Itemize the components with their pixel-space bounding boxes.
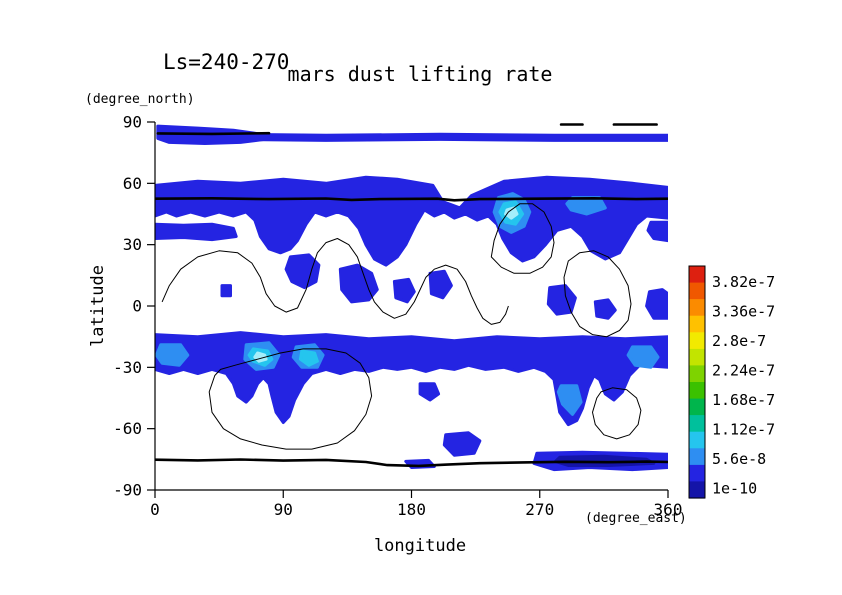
y-tick-label: -60 [113,419,142,438]
map-region-midlat-blob-1 [284,253,321,290]
colorbar-label: 2.24e-7 [712,362,775,380]
y-tick-label: 90 [123,113,142,132]
colorbar-border [688,265,706,499]
colorbar-segment [689,481,705,499]
map-region-south-core-west [155,343,190,367]
y-tick-label: 60 [123,174,142,193]
colorbar-segment [689,464,705,483]
map-region-north-lower-strip-west [155,222,238,242]
thin-contour-line-3 [208,348,373,450]
colorbar-segment [689,299,705,317]
map-region-midlat-blob-3 [392,277,416,304]
colorbar-label: 1.12e-7 [712,421,775,439]
y-axis-title: latitude [88,265,108,347]
x-axis-unit-label: (degree_east) [585,511,687,526]
plot-title: mars dust lifting rate [287,62,553,86]
map-region-midlat-blob-5 [546,284,577,316]
colorbar-segment [689,282,705,300]
x-tick-label: 90 [274,500,293,519]
y-tick-label: 30 [123,235,142,254]
thick-contour-line-0 [155,197,668,202]
colorbar-segment [689,398,705,416]
colorbar-segment [689,315,705,333]
colorbar-label: 1.68e-7 [712,391,775,409]
colorbar-segment [689,332,705,350]
map-region-south-isolated-2 [418,382,441,402]
colorbar-segment [689,382,705,400]
ls-range-annotation: Ls=240-270 [163,50,290,74]
x-tick-label: 270 [525,500,554,519]
x-tick-label: 180 [397,500,426,519]
map-region-south-core-2-mid [298,349,319,367]
thin-contour-line-0 [161,238,509,325]
thin-contour-line-4 [592,387,642,440]
x-tick-label: 360 [654,500,683,519]
map-region-midlat-blob-8 [220,284,232,298]
map-region-midlat-blob-2 [338,263,379,304]
colorbar-segment [689,266,705,284]
map-region-south-isolated-1 [442,431,482,457]
map-region-midlat-blob-7 [645,288,668,320]
colorbar-segment [689,348,705,367]
map-region-midlat-blob-6 [593,298,617,320]
y-tick-label: -90 [113,481,142,500]
map-region-north-lower-strip-east [646,220,668,243]
colorbar-label: 3.36e-7 [712,303,775,321]
map-region-midlat-blob-4 [428,269,453,300]
colorbar-label: 3.82e-7 [712,273,775,291]
y-tick-label: -30 [113,358,142,377]
colorbar-label: 1e-10 [712,480,757,498]
y-axis-unit-label: (degree_north) [85,92,195,107]
colorbar-label: 5.6e-8 [712,450,766,468]
y-tick-label: 0 [132,297,142,316]
colorbar-segment [689,431,705,449]
thick-contour-line-1 [155,458,668,468]
x-axis-title: longitude [373,536,467,556]
colorbar-segment [689,448,705,466]
thin-contour-line-2 [563,250,632,338]
colorbar-segment [689,365,705,383]
map-region-south-core-east [626,345,660,369]
thick-contour-line-2 [156,131,271,136]
colorbar-label: 2.8e-7 [712,332,766,350]
colorbar-segment [689,415,705,433]
x-tick-label: 0 [150,500,160,519]
map-region-south-band [155,331,668,427]
thin-contour-line-1 [490,203,555,274]
map-area [155,123,668,472]
map-region-south-spur-core [556,384,583,416]
map-region-north-polar-strip [231,132,668,142]
